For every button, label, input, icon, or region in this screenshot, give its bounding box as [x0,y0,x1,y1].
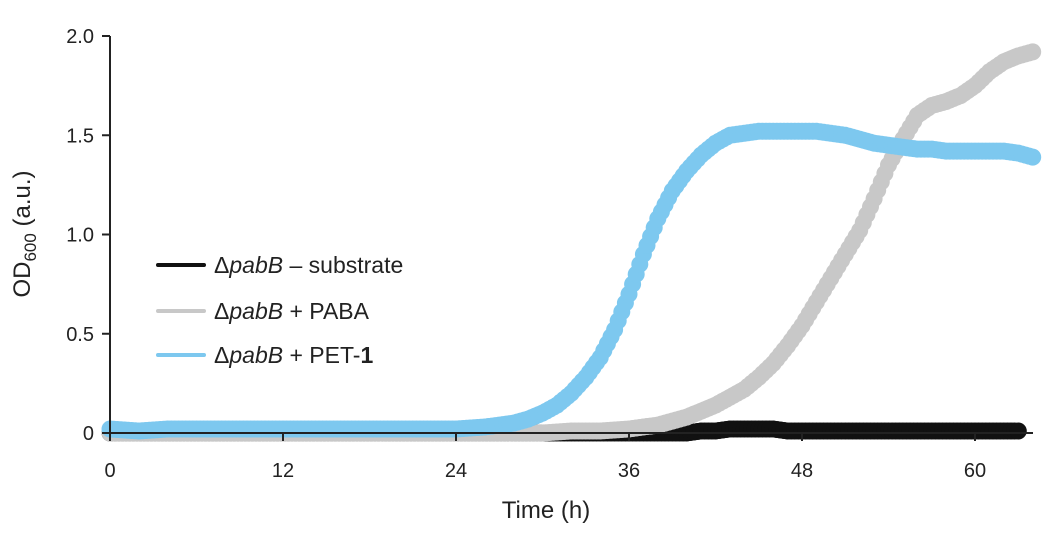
legend: ΔpabB – substrate ΔpabB + PABA ΔpabB + P… [156,252,403,368]
data-point [1024,43,1042,61]
data-point [1024,148,1042,166]
ticks-layer: 0 12 24 36 48 60 0 0.5 1.0 1.5 2.0 [66,26,986,482]
y-tick-label: 1.5 [66,125,94,147]
x-tick-label: 24 [445,460,467,482]
legend-entry-paba: ΔpabB + PABA [156,298,370,324]
y-axis-title: OD600 (a.u.) [9,170,40,297]
legend-label-paba: ΔpabB + PABA [214,298,370,324]
x-tick-label: 60 [964,460,986,482]
legend-label-pet1: ΔpabB + PET-1 [214,342,373,368]
axes-layer [109,36,1033,434]
x-tick-label: 12 [272,460,294,482]
x-tick-label: 0 [104,460,115,482]
y-tick-label: 0.5 [66,324,94,346]
y-tick-label: 1.0 [66,225,94,247]
legend-label-substrate: ΔpabB – substrate [214,252,403,278]
y-tick-label: 0 [83,423,94,445]
legend-entry-substrate: ΔpabB – substrate [156,252,403,278]
y-axis-title-main: OD [9,262,36,298]
y-tick-label: 2.0 [66,26,94,48]
data-layer [101,43,1042,442]
y-axis-title-unit: (a.u.) [9,170,36,233]
legend-entry-pet1: ΔpabB + PET-1 [156,342,373,368]
x-axis-title: Time (h) [502,497,590,524]
series-2 [101,122,1042,440]
x-tick-label: 48 [791,460,813,482]
x-tick-label: 36 [618,460,640,482]
y-axis-title-subscript: 600 [21,233,40,261]
data-point [1009,422,1027,440]
